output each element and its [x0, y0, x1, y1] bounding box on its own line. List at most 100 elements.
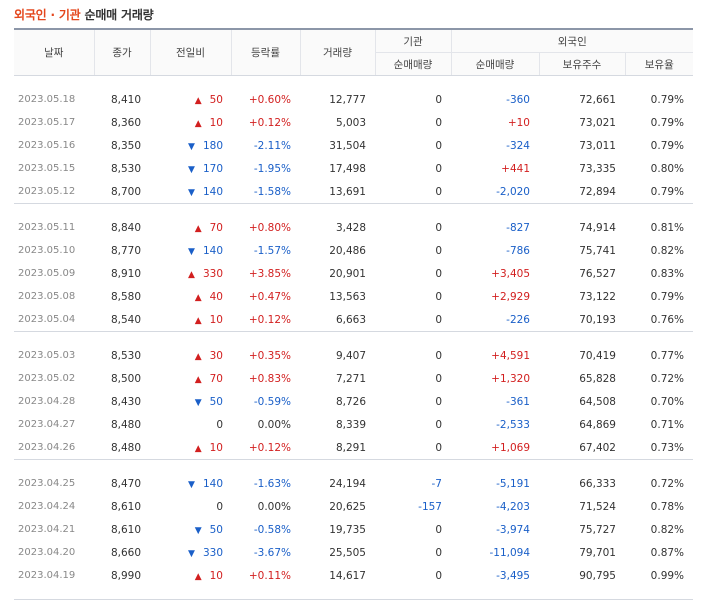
row-change: ▼ 50 [150, 390, 231, 413]
row-inst-net: 0 [435, 244, 442, 257]
row-change-value: 140 [202, 477, 223, 490]
row-foreign-hold: 71,524 [579, 500, 616, 513]
triangle-down-icon: ▼ [194, 525, 202, 536]
row-close: 8,770 [110, 244, 141, 257]
row-change-value: 180 [202, 139, 223, 152]
triangle-up-icon: ▲ [188, 269, 195, 280]
row-inst-net: 0 [435, 139, 442, 152]
row-volume: 8,291 [335, 441, 366, 454]
row-inst-net: 0 [435, 569, 442, 582]
row-change: ▲ 70 [150, 367, 231, 390]
row-volume: 13,563 [329, 290, 366, 303]
row-inst-net: 0 [435, 116, 442, 129]
row-volume: 8,726 [335, 395, 366, 408]
row-change: ▼ 180 [150, 134, 231, 157]
row-rate: +0.11% [248, 569, 291, 582]
header-volume: 거래량 [299, 28, 375, 76]
triangle-up-icon: ▲ [194, 223, 202, 234]
row-foreign-net: -5,191 [496, 477, 530, 490]
row-foreign-ratio: 0.72% [650, 372, 685, 385]
row-foreign-net: +4,591 [491, 349, 530, 362]
triangle-down-icon: ▼ [188, 187, 195, 198]
row-change: ▼ 50 [150, 518, 231, 541]
row-date: 2023.04.19 [18, 570, 76, 581]
table-row: 2023.04.26 8,480 ▲ 10 +0.12% 8,291 0 +1,069 67,4… [14, 436, 693, 460]
row-foreign-hold: 76,527 [579, 267, 616, 280]
header-date: 날짜 [14, 28, 94, 76]
row-rate: +0.12% [248, 441, 291, 454]
row-inst-net: 0 [435, 441, 442, 454]
row-date: 2023.05.18 [18, 94, 76, 105]
row-rate: 0.00% [257, 500, 291, 513]
row-foreign-ratio: 0.81% [650, 221, 685, 234]
row-inst-net: -7 [431, 477, 442, 490]
row-date: 2023.05.03 [18, 350, 76, 361]
row-foreign-ratio: 0.82% [650, 244, 685, 257]
row-change-value: 330 [202, 267, 223, 280]
row-change-value: 10 [209, 441, 223, 454]
row-volume: 13,691 [329, 185, 366, 198]
row-date: 2023.05.04 [18, 314, 76, 325]
row-foreign-hold: 75,727 [579, 523, 616, 536]
row-foreign-ratio: 0.79% [650, 185, 685, 198]
row-change: ▲ 50 [150, 88, 231, 111]
row-inst-net: 0 [435, 395, 442, 408]
row-foreign-hold: 73,021 [579, 116, 616, 129]
table-row: 2023.04.28 8,430 ▼ 50 -0.59% 8,726 0 -361 64,508… [14, 390, 693, 413]
row-inst-net: 0 [435, 546, 442, 559]
triangle-down-icon: ▼ [188, 548, 195, 559]
row-change-value: 330 [202, 546, 223, 559]
row-close: 8,530 [110, 349, 141, 362]
row-close: 8,700 [110, 185, 141, 198]
row-change-value: 50 [209, 93, 223, 106]
row-date: 2023.05.16 [18, 140, 76, 151]
row-foreign-hold: 74,914 [579, 221, 616, 234]
row-foreign-hold: 70,193 [579, 313, 616, 326]
section-title: 외국인 · 기관 순매매 거래량 [14, 6, 154, 23]
group-spacer [14, 203, 694, 216]
row-inst-net: 0 [435, 418, 442, 431]
row-change-value: 30 [209, 349, 223, 362]
row-volume: 20,901 [329, 267, 366, 280]
row-rate: +0.80% [248, 221, 291, 234]
row-change: ▼ 140 [150, 472, 231, 495]
row-foreign-net: +3,405 [491, 267, 530, 280]
table-row: 2023.05.03 8,530 ▲ 30 +0.35% 9,407 0 +4,591 70,4… [14, 344, 693, 367]
table-row: 2023.05.08 8,580 ▲ 40 +0.47% 13,563 0 +2,929 73,… [14, 285, 693, 308]
table-row: 2023.05.17 8,360 ▲ 10 +0.12% 5,003 0 +10 73,021 0… [14, 111, 693, 134]
row-change: ▲ 330 [150, 262, 231, 285]
row-volume: 17,498 [329, 162, 366, 175]
row-date: 2023.04.28 [18, 396, 76, 407]
row-volume: 8,339 [335, 418, 366, 431]
triangle-up-icon: ▲ [194, 374, 202, 385]
row-foreign-net: -3,495 [496, 569, 530, 582]
row-foreign-net: +1,320 [491, 372, 530, 385]
row-rate: -1.57% [253, 244, 291, 257]
row-rate: +0.12% [248, 116, 291, 129]
row-foreign-ratio: 0.80% [650, 162, 685, 175]
row-volume: 31,504 [329, 139, 366, 152]
row-change: ▼ 140 [150, 180, 231, 204]
row-change: 0 [150, 413, 231, 436]
row-rate: -0.59% [253, 395, 291, 408]
row-rate: -0.58% [253, 523, 291, 536]
header-inst-net: 순매매량 [374, 52, 451, 76]
triangle-down-icon: ▼ [188, 246, 195, 257]
row-date: 2023.04.21 [18, 524, 76, 535]
row-foreign-net: -4,203 [496, 500, 530, 513]
row-rate: -1.58% [253, 185, 291, 198]
row-date: 2023.04.20 [18, 547, 76, 558]
row-close: 8,910 [110, 267, 141, 280]
row-close: 8,530 [110, 162, 141, 175]
row-volume: 5,003 [335, 116, 366, 129]
triangle-down-icon: ▼ [194, 397, 202, 408]
row-close: 8,480 [110, 418, 141, 431]
row-volume: 20,625 [329, 500, 366, 513]
header-foreign-hold: 보유주수 [538, 52, 625, 76]
row-close: 8,580 [110, 290, 141, 303]
table-row: 2023.05.10 8,770 ▼ 140 -1.57% 20,486 0 -786 75,7… [14, 239, 693, 262]
row-close: 8,840 [110, 221, 141, 234]
row-date: 2023.05.17 [18, 117, 76, 128]
row-foreign-net: -324 [506, 139, 530, 152]
row-volume: 14,617 [329, 569, 366, 582]
